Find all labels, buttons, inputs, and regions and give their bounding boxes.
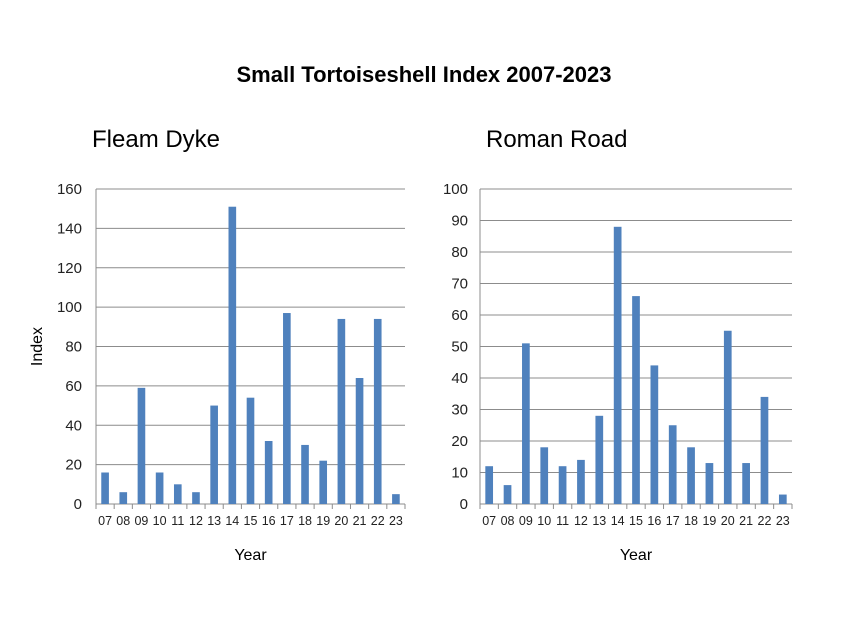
roman-y-tick-label: 70 bbox=[451, 276, 468, 293]
fleam-y-tick-label: 140 bbox=[57, 220, 82, 237]
fleam-bar-16 bbox=[264, 441, 273, 504]
fleam-y-tick-label: 0 bbox=[74, 496, 82, 513]
roman-x-tick-label: 16 bbox=[647, 514, 661, 528]
roman-y-tick-label: 50 bbox=[451, 339, 468, 356]
fleam-bar-12 bbox=[192, 492, 200, 504]
roman-y-tick-label: 80 bbox=[451, 244, 468, 261]
fleam-x-tick-label: 20 bbox=[334, 514, 348, 528]
roman-x-tick-label: 20 bbox=[721, 514, 735, 528]
fleam-x-axis-title: Year bbox=[234, 547, 267, 564]
fleam-y-tick-label: 40 bbox=[65, 417, 82, 434]
fleam-bar-23 bbox=[392, 494, 400, 504]
roman-x-tick-label: 11 bbox=[556, 514, 569, 528]
roman-bar-10 bbox=[540, 447, 549, 504]
chart-title-roman-road: Roman Road bbox=[486, 126, 628, 153]
fleam-x-tick-label: 08 bbox=[116, 514, 130, 528]
fleam-x-tick-label: 21 bbox=[353, 514, 367, 528]
roman-bar-14 bbox=[613, 226, 622, 505]
fleam-bar-10 bbox=[155, 472, 164, 504]
fleam-x-tick-label: 16 bbox=[262, 514, 276, 528]
chart-title-fleam-dyke: Fleam Dyke bbox=[92, 126, 221, 153]
roman-bar-18 bbox=[687, 447, 695, 504]
roman-x-axis-title: Year bbox=[620, 547, 653, 564]
fleam-bar-14 bbox=[228, 206, 237, 504]
roman-y-tick-label: 60 bbox=[451, 307, 468, 324]
fleam-y-tick-label: 20 bbox=[65, 457, 82, 474]
roman-x-tick-label: 22 bbox=[758, 514, 772, 528]
roman-y-tick-label: 40 bbox=[451, 370, 468, 387]
fleam-x-tick-label: 07 bbox=[98, 514, 112, 528]
roman-bar-17 bbox=[668, 425, 677, 504]
fleam-y-tick-label: 60 bbox=[65, 378, 82, 395]
roman-bar-23 bbox=[778, 494, 787, 504]
fleam-bar-20 bbox=[337, 318, 346, 504]
roman-x-tick-label: 18 bbox=[684, 514, 698, 528]
roman-y-tick-label: 10 bbox=[451, 465, 468, 482]
fleam-x-tick-label: 13 bbox=[207, 514, 221, 528]
fleam-x-tick-label: 10 bbox=[153, 514, 167, 528]
fleam-bar-09 bbox=[137, 387, 146, 504]
fleam-bar-13 bbox=[210, 405, 218, 504]
roman-x-tick-label: 10 bbox=[537, 514, 551, 528]
roman-x-tick-label: 13 bbox=[592, 514, 606, 528]
roman-bar-09 bbox=[522, 343, 530, 504]
roman-x-tick-label: 09 bbox=[519, 514, 533, 528]
roman-bar-12 bbox=[577, 459, 585, 504]
fleam-x-tick-label: 14 bbox=[225, 514, 239, 528]
fleam-x-tick-label: 18 bbox=[298, 514, 312, 528]
fleam-y-tick-label: 160 bbox=[57, 181, 82, 198]
roman-x-tick-label: 17 bbox=[666, 514, 680, 528]
fleam-x-tick-label: 23 bbox=[389, 514, 403, 528]
fleam-x-tick-label: 09 bbox=[134, 514, 148, 528]
roman-x-tick-label: 14 bbox=[611, 514, 625, 528]
roman-bar-22 bbox=[760, 396, 769, 504]
roman-x-tick-label: 21 bbox=[739, 514, 753, 528]
fleam-y-tick-label: 100 bbox=[57, 299, 82, 316]
roman-x-tick-label: 12 bbox=[574, 514, 588, 528]
roman-y-tick-label: 90 bbox=[451, 213, 468, 230]
fleam-x-tick-label: 12 bbox=[189, 514, 203, 528]
roman-y-tick-label: 30 bbox=[451, 402, 468, 419]
roman-x-tick-label: 19 bbox=[702, 514, 716, 528]
fleam-y-axis-title: Index bbox=[29, 327, 46, 366]
roman-bar-15 bbox=[632, 296, 640, 504]
roman-bar-21 bbox=[742, 463, 750, 504]
roman-x-tick-label: 08 bbox=[501, 514, 515, 528]
fleam-bar-17 bbox=[283, 313, 291, 504]
fleam-bar-15 bbox=[246, 397, 255, 504]
roman-bar-20 bbox=[723, 330, 732, 504]
roman-y-tick-label: 0 bbox=[460, 496, 468, 513]
roman-y-tick-label: 100 bbox=[443, 181, 468, 198]
fleam-x-tick-label: 19 bbox=[316, 514, 330, 528]
roman-x-tick-label: 07 bbox=[482, 514, 496, 528]
fleam-x-tick-label: 15 bbox=[244, 514, 258, 528]
fleam-y-tick-label: 80 bbox=[65, 339, 82, 356]
fleam-y-tick-label: 120 bbox=[57, 260, 82, 277]
roman-bar-08 bbox=[503, 485, 512, 504]
fleam-x-tick-label: 11 bbox=[171, 514, 184, 528]
roman-y-tick-label: 20 bbox=[451, 433, 468, 450]
fleam-bar-22 bbox=[373, 318, 382, 504]
fleam-bar-19 bbox=[319, 460, 328, 504]
roman-x-tick-label: 23 bbox=[776, 514, 790, 528]
roman-x-tick-label: 15 bbox=[629, 514, 643, 528]
fleam-bar-11 bbox=[173, 484, 182, 504]
fleam-bar-07 bbox=[101, 472, 109, 504]
main-title: Small Tortoiseshell Index 2007-2023 bbox=[236, 62, 612, 87]
roman-bar-07 bbox=[485, 466, 494, 504]
fleam-bar-18 bbox=[301, 444, 309, 504]
roman-bar-16 bbox=[650, 365, 659, 504]
fleam-x-tick-label: 17 bbox=[280, 514, 294, 528]
roman-bar-11 bbox=[558, 466, 567, 504]
fleam-x-tick-label: 22 bbox=[371, 514, 385, 528]
roman-bar-19 bbox=[705, 463, 714, 504]
fleam-bar-21 bbox=[355, 378, 364, 504]
roman-bar-13 bbox=[595, 415, 604, 504]
fleam-bar-08 bbox=[119, 492, 128, 504]
